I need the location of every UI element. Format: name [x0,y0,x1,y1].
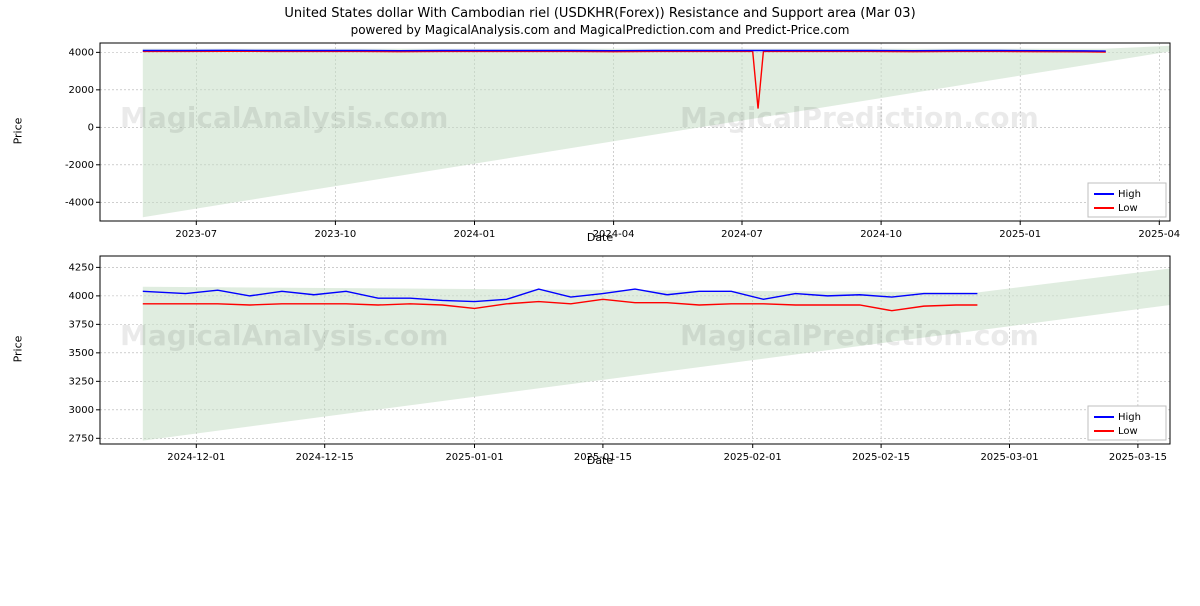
svg-text:2024-01: 2024-01 [454,229,496,240]
svg-text:3750: 3750 [69,319,94,330]
chart-title: United States dollar With Cambodian riel… [0,6,1200,21]
svg-text:2023-10: 2023-10 [315,229,357,240]
bottom-chart-wrap: Price MagicalAnalysis.com MagicalPredict… [60,254,1180,444]
svg-text:2024-04: 2024-04 [593,229,635,240]
svg-text:2024-12-15: 2024-12-15 [296,452,354,463]
svg-text:High: High [1118,412,1141,423]
svg-text:Low: Low [1118,203,1138,214]
svg-text:2025-03-15: 2025-03-15 [1109,452,1167,463]
svg-text:4000: 4000 [69,47,94,58]
svg-text:3250: 3250 [69,376,94,387]
top-y-axis-label: Price [12,118,25,145]
svg-text:-2000: -2000 [65,160,94,171]
svg-text:2024-10: 2024-10 [860,229,902,240]
svg-text:3500: 3500 [69,348,94,359]
top-chart-svg: -4000 -2000 0 2000 4000 2023-07 2023-10 2024-01… [60,41,1180,251]
svg-text:-4000: -4000 [65,197,94,208]
svg-text:2025-01: 2025-01 [999,229,1041,240]
svg-text:2750: 2750 [69,433,94,444]
svg-text:3000: 3000 [69,405,94,416]
chart-subtitle: powered by MagicalAnalysis.com and Magic… [0,23,1200,37]
svg-text:2025-03-01: 2025-03-01 [980,452,1038,463]
bottom-chart-svg: 2750 3000 3250 3500 3750 4000 4250 2024-12-01 20… [60,254,1180,474]
svg-text:Low: Low [1118,426,1138,437]
svg-text:2025-02-15: 2025-02-15 [852,452,910,463]
svg-text:2025-01-01: 2025-01-01 [445,452,503,463]
svg-text:2025-02-01: 2025-02-01 [724,452,782,463]
svg-text:4250: 4250 [69,262,94,273]
top-chart-wrap: Price MagicalAnalysis.com MagicalPredict… [60,41,1180,221]
page-root: { "header": { "title": "United States do… [0,6,1200,606]
bottom-y-axis-label: Price [12,336,25,363]
svg-text:2024-07: 2024-07 [721,229,763,240]
svg-text:2024-12-01: 2024-12-01 [167,452,225,463]
svg-text:2023-07: 2023-07 [175,229,217,240]
svg-text:2025-01-15: 2025-01-15 [574,452,632,463]
svg-text:0: 0 [88,122,94,133]
svg-text:2000: 2000 [69,85,94,96]
svg-text:4000: 4000 [69,291,94,302]
svg-text:High: High [1118,189,1141,200]
svg-text:2025-04: 2025-04 [1138,229,1180,240]
